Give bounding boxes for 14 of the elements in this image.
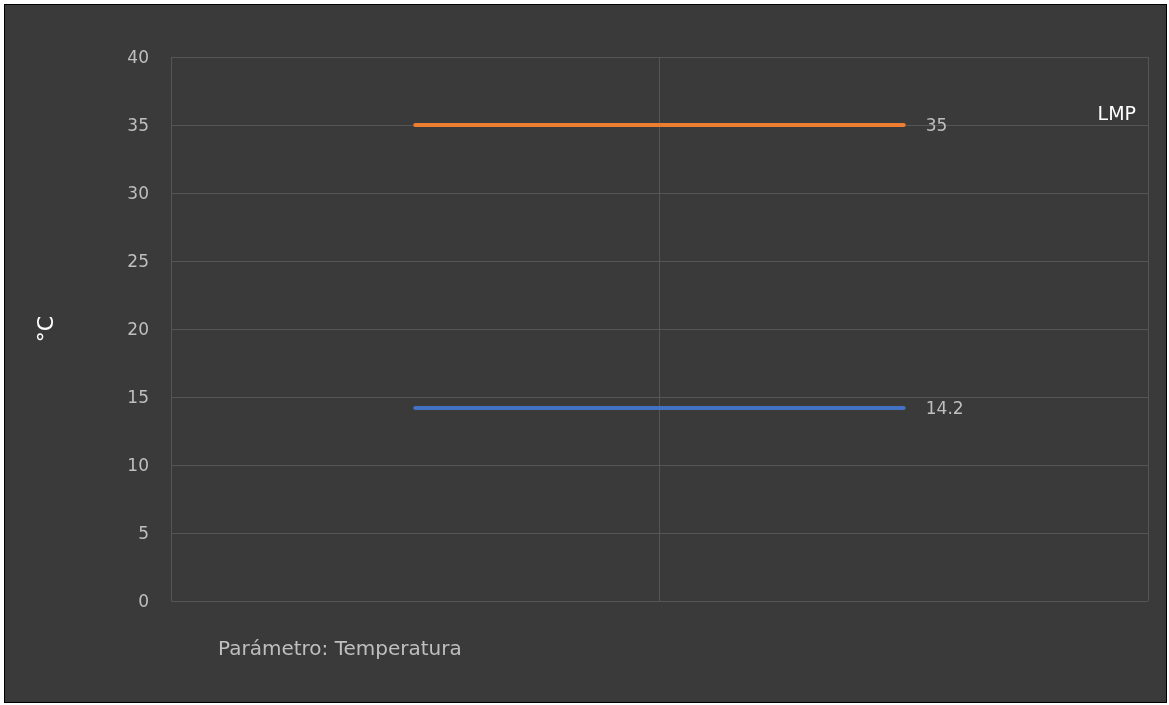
data-label: 14.2: [925, 397, 964, 418]
y-tick-label: 30: [127, 183, 149, 203]
y-tick-label: 5: [138, 523, 149, 543]
x-axis-title: Parámetro: Temperatura: [218, 636, 462, 660]
y-tick-label: 0: [138, 591, 149, 611]
text: LMP: [1097, 101, 1136, 124]
y-tick-label: 25: [127, 251, 149, 271]
data-label: 35: [925, 115, 948, 135]
y-tick-label: 40: [127, 47, 149, 67]
y-tick-label: 10: [127, 455, 149, 475]
y-axis-title: °C: [32, 315, 58, 343]
y-tick-label: 20: [127, 319, 149, 339]
y-tick-label: 15: [127, 387, 149, 407]
y-tick-label: 35: [127, 115, 149, 135]
